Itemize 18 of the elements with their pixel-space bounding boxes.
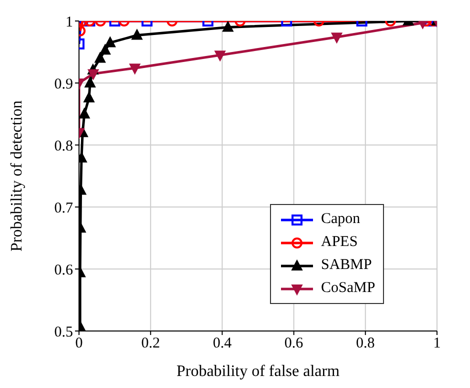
legend-label: SABMP bbox=[321, 257, 372, 274]
y-tick-label: 0.6 bbox=[54, 262, 74, 278]
x-tick-label: 0.6 bbox=[284, 336, 304, 352]
x-tick-label: 0.2 bbox=[141, 336, 160, 352]
y-axis-title: Probability of detection bbox=[8, 100, 26, 252]
y-tick-label: 0.7 bbox=[54, 200, 74, 216]
legend-label: Capon bbox=[321, 211, 360, 228]
y-tick-label: 1 bbox=[66, 14, 73, 30]
y-tick-label: 0.5 bbox=[54, 324, 73, 340]
x-tick-label: 1 bbox=[433, 336, 441, 352]
legend-label: APES bbox=[321, 234, 358, 251]
x-tick-label: 0.4 bbox=[212, 336, 232, 352]
legend-label: CoSaMP bbox=[321, 280, 376, 297]
x-tick-label: 0.8 bbox=[356, 336, 375, 352]
x-tick-label: 0 bbox=[75, 336, 83, 352]
x-axis-title: Probability of false alarm bbox=[176, 363, 340, 380]
y-tick-label: 0.8 bbox=[54, 138, 73, 154]
y-tick-label: 0.9 bbox=[54, 76, 73, 92]
